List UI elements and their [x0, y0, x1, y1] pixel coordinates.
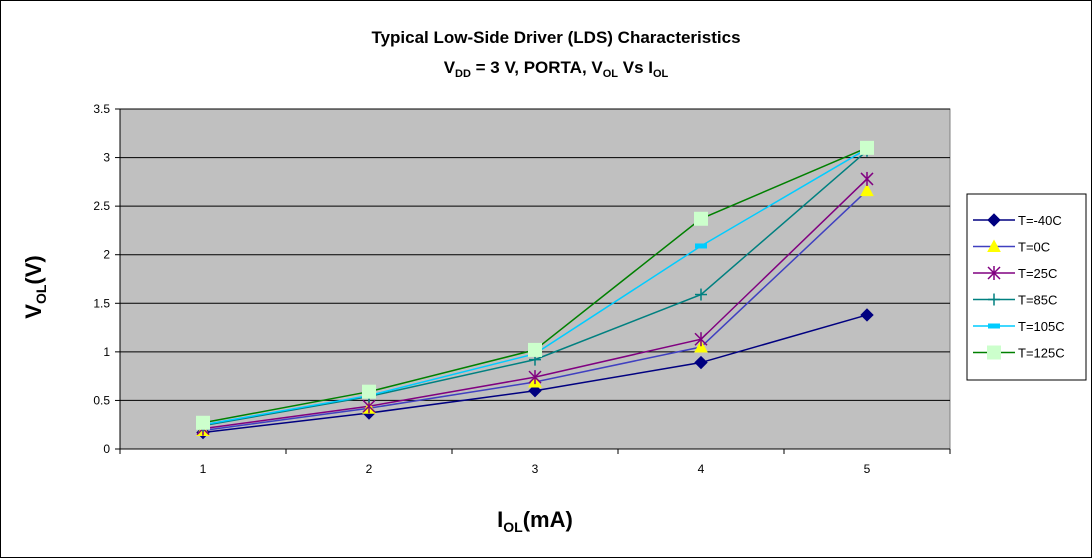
data-point	[528, 384, 542, 398]
legend-label: T=105C	[1018, 319, 1065, 334]
chart-title: Typical Low-Side Driver (LDS) Characteri…	[371, 28, 740, 47]
legend-marker	[987, 345, 1001, 360]
legend-label: T=25C	[1018, 266, 1057, 281]
x-axis-ticks: 1 2 3 4 5	[119, 449, 951, 476]
y-tick-label: 1.5	[93, 296, 110, 310]
x-axis-label-main: I	[497, 507, 503, 532]
legend-item: T=85C	[973, 293, 1057, 308]
data-point	[860, 171, 874, 186]
data-point	[695, 288, 707, 301]
plot-area	[119, 108, 951, 450]
legend-item: T=-40C	[973, 213, 1062, 228]
legend-box	[966, 193, 1087, 381]
x-axis-label-rest: (mA)	[523, 507, 573, 532]
y-axis-label-rest: (V)	[21, 255, 46, 284]
data-point	[694, 355, 708, 370]
subtitle-part-1: V	[444, 58, 456, 77]
x-tick-label: 3	[532, 462, 539, 476]
y-axis-label: VOL(V)	[21, 255, 49, 318]
data-point	[860, 308, 874, 322]
data-point	[694, 332, 708, 347]
gridlines	[120, 108, 950, 401]
series-markers	[196, 140, 874, 440]
data-point	[694, 211, 708, 226]
y-tick-label: 2	[103, 248, 110, 262]
y-tick-label: 3	[103, 151, 110, 165]
y-tick-label: 1	[103, 345, 110, 359]
subtitle-part-2: = 3 V, PORTA, V	[471, 58, 603, 77]
subtitle-sub-2: OL	[603, 68, 619, 80]
data-point	[860, 140, 874, 155]
legend-marker	[988, 323, 1000, 329]
x-tick-label: 5	[864, 462, 871, 476]
data-point	[860, 183, 874, 197]
x-axis-label-sub: OL	[503, 519, 523, 535]
y-axis-ticks: 0 0.5 1 1.5 2 2.5 3 3.5	[93, 102, 120, 456]
data-point	[695, 243, 707, 249]
legend-item: T=0C	[973, 239, 1050, 255]
y-axis-label-main: V	[21, 304, 46, 319]
y-tick-label: 3.5	[93, 102, 110, 116]
legend-label: T=0C	[1018, 240, 1050, 255]
y-tick-label: 2.5	[93, 199, 110, 213]
chart-subtitle: VDD = 3 V, PORTA, VOL Vs IOL	[444, 58, 669, 80]
x-tick-label: 4	[698, 462, 705, 476]
subtitle-sub-3: OL	[653, 68, 669, 80]
data-point	[362, 384, 376, 399]
subtitle-part-3: Vs I	[618, 58, 653, 77]
subtitle-sub-1: DD	[455, 68, 471, 80]
y-tick-label: 0.5	[93, 393, 110, 407]
legend-item: T=25C	[973, 266, 1057, 281]
legend-label: T=-40C	[1018, 213, 1062, 228]
legend-label: T=125C	[1018, 346, 1065, 361]
data-point	[694, 339, 708, 353]
x-axis-label: IOL(mA)	[497, 507, 573, 535]
legend-item: T=105C	[973, 319, 1065, 334]
legend-label: T=85C	[1018, 293, 1057, 308]
legend-marker	[987, 239, 1001, 252]
legend: T=-40C T=0C T=25C T=85C T=105C T=125C	[973, 213, 1065, 361]
x-tick-label: 1	[200, 462, 207, 476]
y-axis-label-sub: OL	[33, 284, 49, 304]
y-tick-label: 0	[103, 442, 110, 456]
legend-marker	[987, 213, 1001, 227]
legend-item: T=125C	[973, 345, 1065, 361]
data-point	[528, 370, 542, 385]
axes	[119, 109, 950, 450]
legend-marker	[988, 293, 1000, 306]
legend-marker	[987, 266, 1001, 280]
x-tick-label: 2	[366, 462, 373, 476]
data-point	[196, 415, 210, 430]
data-point	[528, 342, 542, 357]
